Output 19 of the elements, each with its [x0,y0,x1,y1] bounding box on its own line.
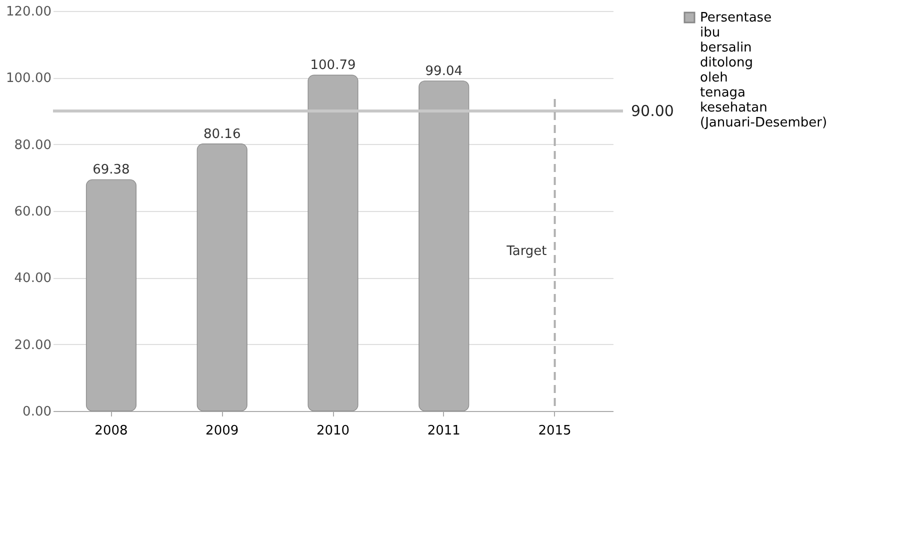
ref-line-label: Target [506,244,547,259]
y-tick-label: 40.00 [14,271,52,286]
y-tick-label: 100.00 [6,71,52,86]
y-tick-label: 120.00 [6,4,52,20]
x-tick-label: 2008 [94,424,128,438]
y-tick-label: 20.00 [14,338,52,353]
text: 99.04 [425,64,462,79]
y-tick-label: 60.00 [14,204,52,220]
y-tick-label: 80.00 [14,138,52,153]
legend-label: Persentase ibu bersalin ditolong oleh tenaga kesehatan (Januari-Desember) [700,10,828,130]
x-tick-label: 2009 [206,424,239,438]
y-tick-label: 0.00 [22,404,52,420]
text: 69.38 [92,162,130,178]
x-tick-label: 2011 [427,424,460,438]
text: 80.16 [204,126,241,142]
x-tick-label: 2015 [538,424,572,438]
ref-line-label: 90.00 [631,102,674,120]
text: 100.79 [310,58,356,74]
x-tick-label: 2010 [316,424,350,438]
